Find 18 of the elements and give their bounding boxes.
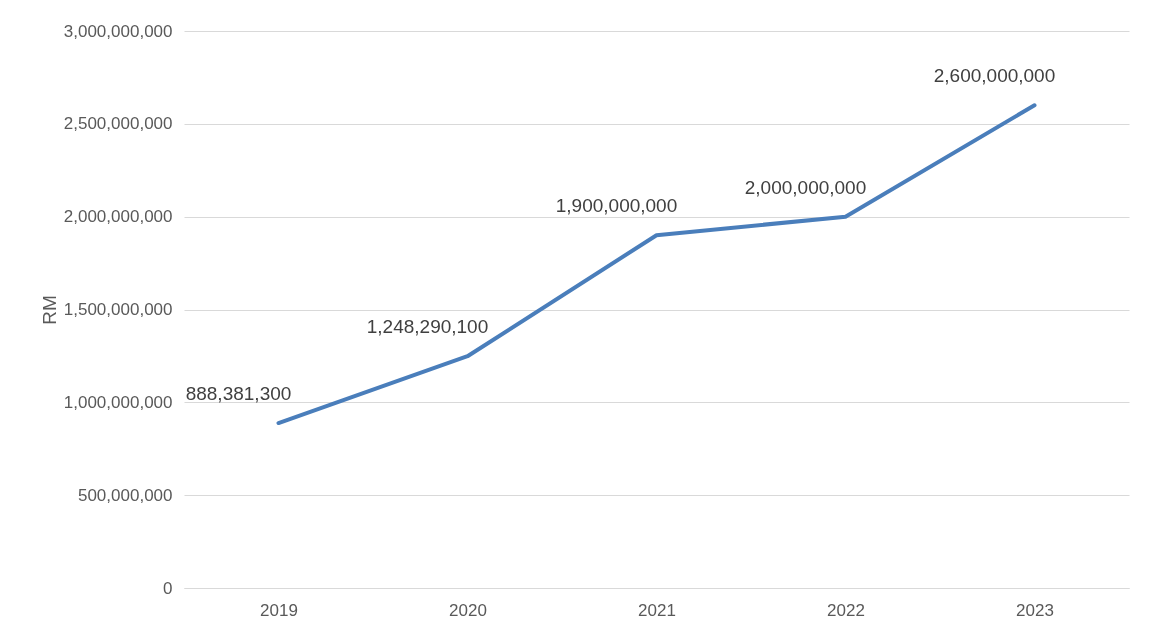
data-label: 1,248,290,100 (366, 316, 489, 338)
y-tick-label: 500,000,000 (77, 485, 173, 505)
x-tick-label: 2023 (1016, 600, 1054, 620)
y-axis-title: RM (38, 295, 60, 325)
data-label: 2,600,000,000 (933, 65, 1056, 87)
y-tick-label: 1,000,000,000 (63, 392, 173, 412)
x-tick-label: 2019 (260, 600, 298, 620)
y-tick-label: 0 (163, 578, 173, 598)
data-label: 1,900,000,000 (555, 195, 678, 217)
x-tick-label: 2021 (638, 600, 676, 620)
data-label: 888,381,300 (185, 383, 292, 405)
y-tick-label: 2,500,000,000 (63, 114, 173, 134)
y-tick-label: 3,000,000,000 (63, 21, 173, 41)
y-tick-label: 2,000,000,000 (63, 207, 173, 227)
x-tick-label: 2022 (827, 600, 865, 620)
data-label: 2,000,000,000 (744, 176, 867, 198)
x-tick-label: 2020 (449, 600, 487, 620)
y-tick-label: 1,500,000,000 (63, 300, 173, 319)
